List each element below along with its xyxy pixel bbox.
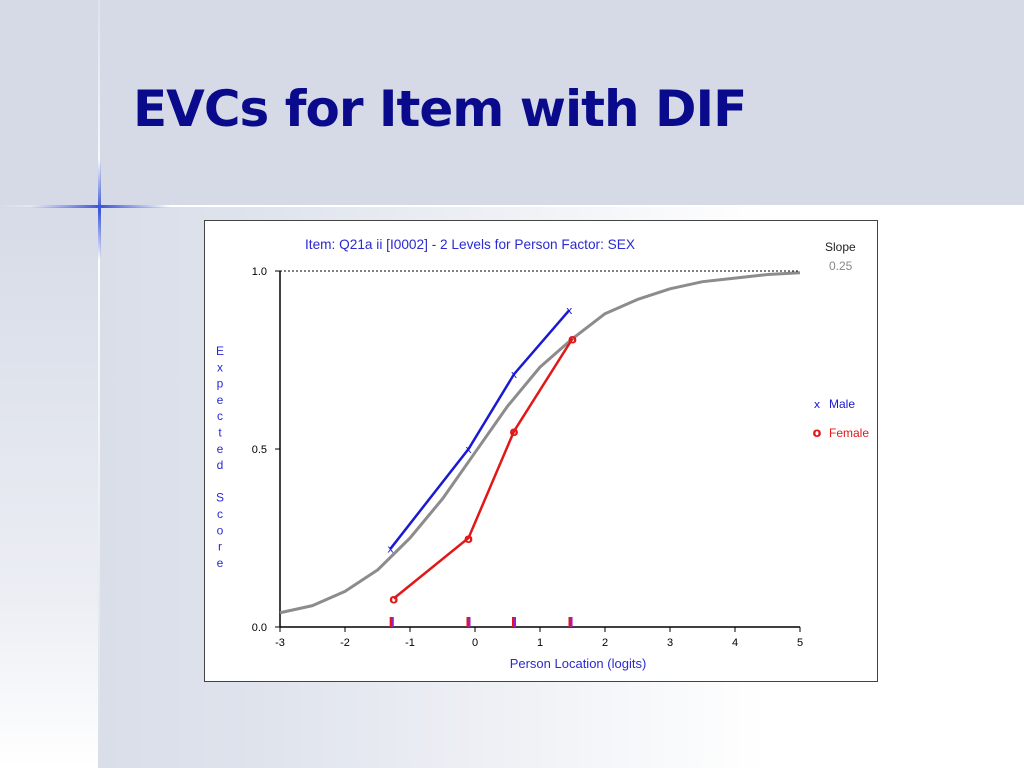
legend-marker-male: x bbox=[814, 398, 821, 411]
x-tick-label: 3 bbox=[667, 637, 673, 649]
rug-mark-accent-0 bbox=[389, 617, 392, 627]
vertical-rule bbox=[98, 0, 100, 768]
sparkle-vertical bbox=[98, 160, 101, 260]
x-tick-label: 2 bbox=[602, 637, 608, 649]
curve-layer bbox=[279, 271, 801, 615]
point-female: o bbox=[510, 425, 519, 440]
horizontal-rule bbox=[0, 205, 1024, 207]
header-band bbox=[0, 0, 1024, 205]
rug-mark-accent-2 bbox=[512, 617, 514, 627]
series-layer: x x x x o o o o bbox=[387, 304, 577, 607]
legend-label-male: Male bbox=[829, 397, 855, 411]
x-tick-label: -3 bbox=[275, 637, 285, 649]
point-female: o bbox=[464, 532, 473, 547]
rug-mark-accent-1 bbox=[466, 617, 469, 627]
slope-value: 0.25 bbox=[829, 259, 853, 273]
y-tick-label: 0.5 bbox=[252, 444, 267, 456]
y-tick-label: 0.0 bbox=[252, 622, 267, 634]
y-tick-label: 1.0 bbox=[252, 266, 267, 278]
x-tick-label: 5 bbox=[797, 637, 803, 649]
point-male: x bbox=[465, 443, 472, 456]
x-tick-label: -2 bbox=[340, 637, 350, 649]
series-line-male bbox=[389, 309, 571, 550]
point-female: o bbox=[389, 593, 398, 608]
point-male: x bbox=[566, 304, 573, 317]
point-female: o bbox=[568, 333, 577, 348]
left-stripe bbox=[0, 205, 98, 768]
point-male: x bbox=[387, 543, 394, 556]
slope-label: Slope bbox=[825, 240, 856, 254]
point-male: x bbox=[511, 368, 518, 381]
legend-marker-female: o bbox=[813, 426, 822, 441]
series-line-female bbox=[392, 337, 574, 600]
x-axis-label: Person Location (logits) bbox=[510, 656, 647, 671]
x-tick-label: 1 bbox=[537, 637, 543, 649]
legend-label-female: Female bbox=[829, 426, 869, 440]
x-tick-label: 0 bbox=[472, 637, 478, 649]
x-tick-label: 4 bbox=[732, 637, 738, 649]
chart-frame: Item: Q21a ii [I0002] - 2 Levels for Per… bbox=[204, 220, 878, 682]
chart-title: Item: Q21a ii [I0002] - 2 Levels for Per… bbox=[305, 236, 636, 252]
rug-mark-accent-3 bbox=[568, 617, 571, 627]
model-expected-curve bbox=[279, 271, 801, 615]
dif-chart: Item: Q21a ii [I0002] - 2 Levels for Per… bbox=[216, 236, 870, 671]
x-tick-label: -1 bbox=[405, 637, 415, 649]
legend: x Male o Female bbox=[813, 397, 870, 441]
slide-title: EVCs for Item with DIF bbox=[133, 80, 747, 138]
